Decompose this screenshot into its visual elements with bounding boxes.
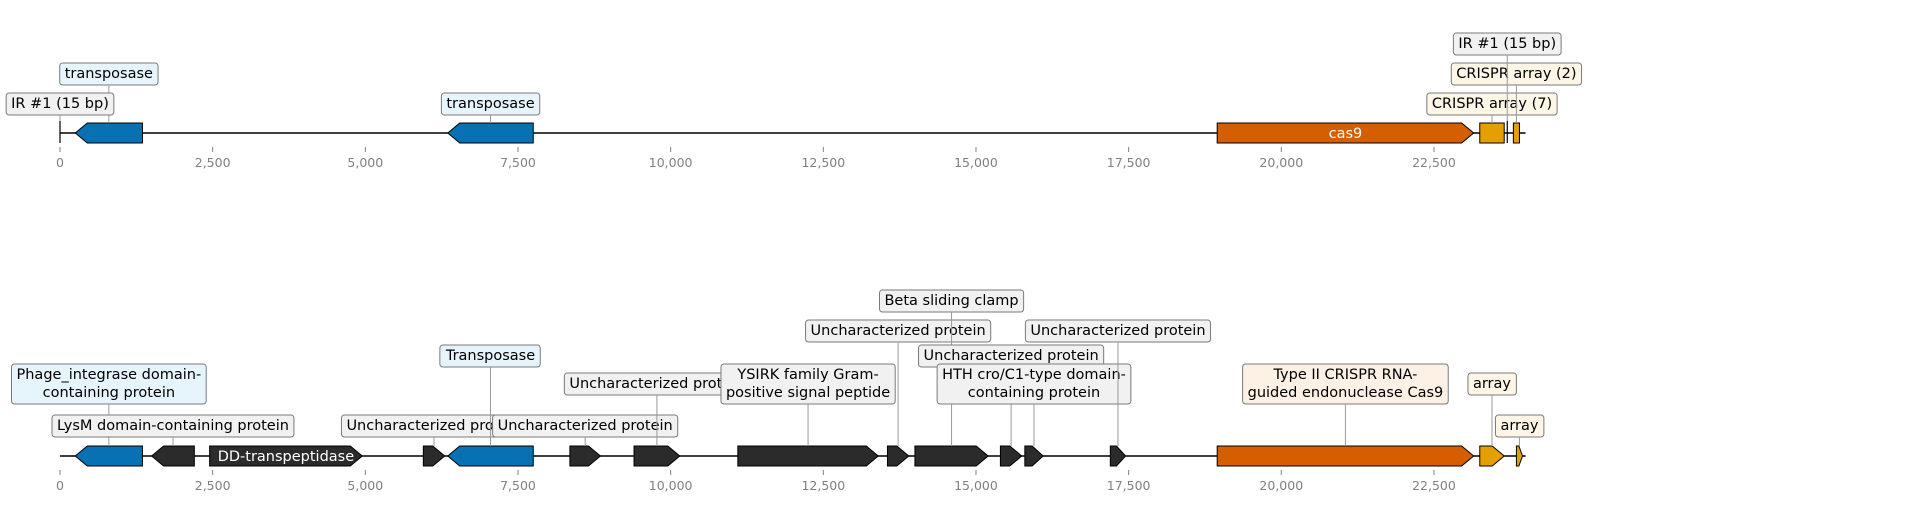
ir-right-marker: IR #1 (15 bp) [1452,32,1562,143]
dd-transpeptidase-gene[interactable] [209,445,364,467]
ysirk-gene[interactable] [737,445,880,467]
phage-integrase-gene-label: Phage_integrase domain-containing protei… [17,367,202,401]
beta-sliding-clamp-gene[interactable] [914,445,989,467]
uncharacterized-gene-6-callout: Uncharacterized protein [1024,319,1212,446]
uncharacterized-gene-5-label: Uncharacterized protein [924,348,1099,364]
track-top: 0 2,500 5,000 7,500 10,000 12,500 15,000 17,500… [5,32,1583,170]
crispr-array-7-callout: CRISPR array (7) [1426,92,1558,123]
transposase-gene-2-label: transposase [446,96,534,112]
transposase-gene-1-label: transposase [65,66,153,82]
tick-label: 7,500 [500,478,536,493]
tick-label: 17,500 [1107,155,1151,170]
track-bottom: 0 2,500 5,000 7,500 10,000 12,500 15,000 17,500… [11,289,1545,493]
phage-integrase-gene-callout: Phage_integrase domain-containing protei… [11,363,207,446]
uncharacterized-gene-5-callout: Uncharacterized protein [918,344,1105,446]
transposase-gene-b-callout: Transposase [439,344,541,446]
ir-right-label: IR #1 (15 bp) [1458,36,1556,52]
ysirk-gene-callout: YSIRK family Gram-positive signal peptid… [720,363,896,446]
tick-label: 5,000 [347,478,383,493]
crispr-array-b1-callout: array [1467,372,1517,446]
phage-integrase-gene[interactable] [74,445,143,467]
tick-label: 10,000 [649,478,693,493]
lysm-gene-label: LysM domain-containing protein [57,418,289,434]
beta-sliding-clamp-gene-callout: Beta sliding clamp [878,289,1025,446]
dd-transpeptidase-gene-inner-label: DD-transpeptidase [218,449,355,465]
tick-label: 15,000 [954,155,998,170]
hth-cro-gene-label: HTH cro/C1-type domain-containing protei… [942,367,1126,401]
hth-cro-gene[interactable] [1024,445,1044,467]
cas9-gene-inner-label: cas9 [1329,126,1363,142]
cas9-gene-b-label: Type II CRISPR RNA-guided endonuclease C… [1248,367,1444,401]
tick-label: 10,000 [649,155,693,170]
crispr-array-2-label: CRISPR array (2) [1456,66,1576,82]
ysirk-gene-label: YSIRK family Gram-positive signal peptid… [726,367,890,401]
uncharacterized-gene-4-callout: Uncharacterized protein [805,319,992,446]
transposase-gene-1-callout: transposase [59,62,159,123]
tick-label: 20,000 [1259,478,1303,493]
uncharacterized-gene-2-callout: Uncharacterized protein [492,414,679,446]
tick-label: 12,500 [801,155,845,170]
crispr-array-b1-label: array [1473,376,1511,392]
transposase-gene-b-label: Transposase [445,348,535,364]
cas9-gene[interactable] [1216,122,1475,144]
ir-left-label: IR #1 (15 bp) [11,96,109,112]
uncharacterized-gene-2[interactable] [569,445,602,467]
uncharacterized-gene-3-callout: Uncharacterized protein [563,372,750,446]
beta-sliding-clamp-gene-label: Beta sliding clamp [884,293,1018,309]
tick-label: 17,500 [1107,478,1151,493]
uncharacterized-gene-3[interactable] [633,445,681,467]
lysm-gene[interactable] [150,445,195,467]
tick-label: 2,500 [195,478,231,493]
crispr-array-2[interactable] [1512,122,1520,144]
hth-cro-gene-callout: HTH cro/C1-type domain-containing protei… [936,363,1132,446]
transposase-gene-b[interactable] [446,445,534,467]
ir-left-marker: IR #1 (15 bp) [5,92,115,143]
uncharacterized-gene-5[interactable] [999,445,1023,467]
uncharacterized-gene-2-label: Uncharacterized protein [498,418,673,434]
tick-label: 15,000 [954,478,998,493]
tick-label: 22,500 [1412,155,1456,170]
crispr-array-b1[interactable] [1479,445,1505,467]
crispr-array-2-callout: CRISPR array (2) [1450,62,1583,123]
crispr-array-b2-callout: array [1494,414,1545,446]
tick-label: 20,000 [1259,155,1303,170]
uncharacterized-gene-6[interactable] [1109,445,1127,467]
uncharacterized-gene-4[interactable] [886,445,910,467]
crispr-array-7[interactable] [1479,122,1505,144]
tick-label: 0 [56,478,64,493]
uncharacterized-gene-4-label: Uncharacterized protein [811,323,986,339]
uncharacterized-gene-6-label: Uncharacterized protein [1030,323,1205,339]
transposase-gene-2[interactable] [446,122,534,144]
transposase-gene-2-callout: transposase [440,92,541,123]
lysm-gene-callout: LysM domain-containing protein [51,414,295,446]
tick-label: 0 [56,155,64,170]
tick-label: 2,500 [195,155,231,170]
cas9-gene-b-callout: Type II CRISPR RNA-guided endonuclease C… [1242,363,1449,446]
cas9-gene-b[interactable] [1216,445,1475,467]
tick-label: 7,500 [500,155,536,170]
tick-label: 12,500 [801,478,845,493]
uncharacterized-gene-1-label: Uncharacterized protein [346,418,521,434]
transposase-gene-1[interactable] [74,122,143,144]
uncharacterized-gene-3-label: Uncharacterized protein [569,376,744,392]
uncharacterized-gene-1-callout: Uncharacterized protein [340,414,528,446]
uncharacterized-gene-1[interactable] [422,445,446,467]
crispr-array-7-label: CRISPR array (7) [1432,96,1552,112]
tick-label: 22,500 [1412,478,1456,493]
crispr-array-b2-label: array [1500,418,1538,434]
tick-label: 5,000 [347,155,383,170]
crispr-array-b2[interactable] [1515,445,1524,467]
